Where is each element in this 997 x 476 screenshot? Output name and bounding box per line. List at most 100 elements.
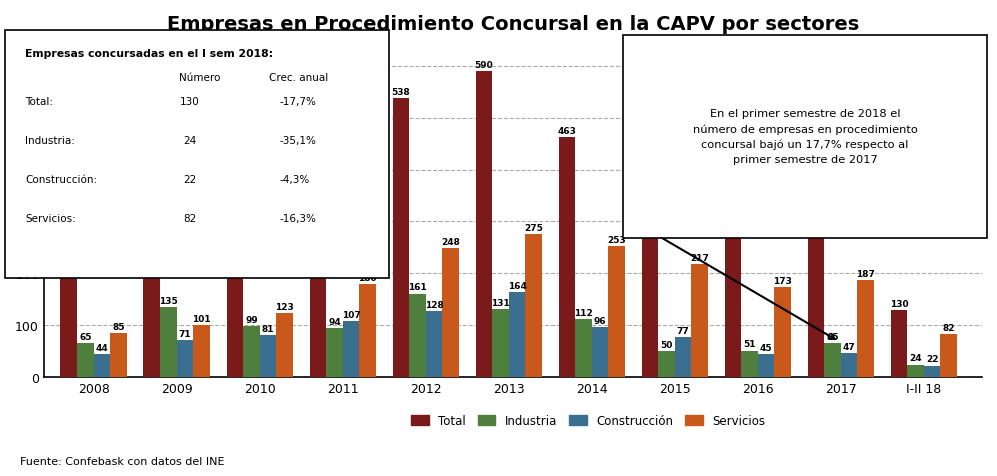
Text: -4,3%: -4,3% [279, 175, 309, 185]
Bar [426, 311, 443, 377]
Text: 161: 161 [408, 283, 427, 292]
Text: 22: 22 [926, 355, 938, 364]
Text: 123: 123 [275, 302, 294, 311]
Text: 299: 299 [807, 211, 826, 220]
Text: 463: 463 [557, 127, 576, 136]
Text: 85: 85 [113, 322, 125, 331]
Text: 538: 538 [392, 88, 410, 97]
Text: 82: 82 [182, 214, 196, 224]
Bar [111, 333, 127, 377]
Bar [692, 265, 708, 377]
Text: 65: 65 [79, 333, 92, 341]
Text: En el primer semestre de 2018 el
número de empresas en procedimiento
concursal b: En el primer semestre de 2018 el número … [693, 109, 917, 165]
Bar [393, 99, 409, 377]
Bar [77, 344, 94, 377]
Text: 305: 305 [225, 208, 244, 218]
Text: 269: 269 [724, 227, 743, 236]
Text: 135: 135 [159, 296, 177, 305]
Text: 50: 50 [660, 340, 673, 349]
Text: 275: 275 [524, 224, 543, 233]
Text: 99: 99 [245, 315, 258, 324]
Text: Industria:: Industria: [25, 136, 75, 146]
Bar [61, 276, 77, 377]
Text: 24: 24 [182, 136, 196, 146]
Text: 217: 217 [690, 254, 709, 263]
Text: 65: 65 [827, 333, 838, 341]
Legend: Total, Industria, Construcción, Servicios: Total, Industria, Construcción, Servicio… [406, 409, 770, 432]
Bar [924, 366, 940, 377]
Bar [493, 309, 508, 377]
Text: 130: 130 [889, 299, 908, 308]
Text: 47: 47 [842, 342, 855, 351]
Bar [508, 292, 525, 377]
Bar [592, 327, 608, 377]
Bar [326, 328, 343, 377]
Text: -17,7%: -17,7% [279, 97, 316, 107]
Text: 94: 94 [328, 317, 341, 327]
Bar [825, 344, 840, 377]
Text: 381: 381 [308, 169, 327, 178]
Bar [259, 335, 276, 377]
Bar [758, 354, 775, 377]
Text: 180: 180 [358, 273, 377, 282]
Text: Número: Número [179, 73, 220, 83]
Text: 77: 77 [677, 326, 690, 335]
Text: 81: 81 [262, 324, 274, 333]
Bar [775, 288, 791, 377]
Text: 71: 71 [178, 329, 191, 338]
Bar [558, 138, 575, 377]
Text: 344: 344 [640, 188, 659, 197]
Text: 45: 45 [760, 343, 773, 352]
Text: 130: 130 [179, 97, 199, 107]
Text: 51: 51 [744, 340, 756, 349]
Text: Empresas concursadas en el I sem 2018:: Empresas concursadas en el I sem 2018: [25, 49, 273, 59]
Text: 82: 82 [942, 324, 955, 333]
Bar [409, 294, 426, 377]
Text: 248: 248 [442, 238, 460, 247]
Bar [193, 325, 210, 377]
Text: 101: 101 [192, 314, 211, 323]
Bar [608, 246, 625, 377]
Text: Construcción:: Construcción: [25, 175, 97, 185]
Text: Fuente: Confebask con datos del INE: Fuente: Confebask con datos del INE [20, 456, 224, 466]
Bar [359, 284, 376, 377]
Bar [243, 326, 259, 377]
Bar [226, 219, 243, 377]
Text: -35,1%: -35,1% [279, 136, 316, 146]
Text: Crec. anual: Crec. anual [269, 73, 328, 83]
Text: 164: 164 [507, 281, 526, 290]
Bar [675, 337, 692, 377]
Bar [443, 249, 459, 377]
Bar [276, 314, 293, 377]
Text: Servicios:: Servicios: [25, 214, 76, 224]
Text: 112: 112 [574, 308, 593, 317]
Bar [575, 319, 592, 377]
Bar [741, 351, 758, 377]
Bar [94, 355, 111, 377]
Text: 96: 96 [594, 317, 606, 326]
Bar [907, 365, 924, 377]
Bar [890, 310, 907, 377]
Bar [343, 322, 359, 377]
Bar [309, 180, 326, 377]
Text: 187: 187 [856, 269, 875, 278]
Text: Total:: Total: [25, 97, 53, 107]
Text: 253: 253 [607, 235, 626, 244]
Text: 196: 196 [60, 265, 78, 274]
Text: 590: 590 [475, 61, 494, 70]
Text: 24: 24 [909, 354, 922, 363]
Text: 44: 44 [96, 343, 109, 352]
Bar [144, 218, 161, 377]
Text: 173: 173 [774, 277, 793, 286]
Text: 22: 22 [182, 175, 196, 185]
Bar [476, 72, 493, 377]
Bar [857, 280, 874, 377]
Title: Empresas en Procedimiento Concursal en la CAPV por sectores: Empresas en Procedimiento Concursal en l… [166, 15, 859, 34]
Bar [161, 307, 176, 377]
Bar [176, 340, 193, 377]
Bar [808, 223, 825, 377]
Text: 309: 309 [143, 206, 162, 215]
Bar [840, 353, 857, 377]
Text: 131: 131 [492, 298, 509, 307]
Text: 128: 128 [425, 300, 444, 309]
